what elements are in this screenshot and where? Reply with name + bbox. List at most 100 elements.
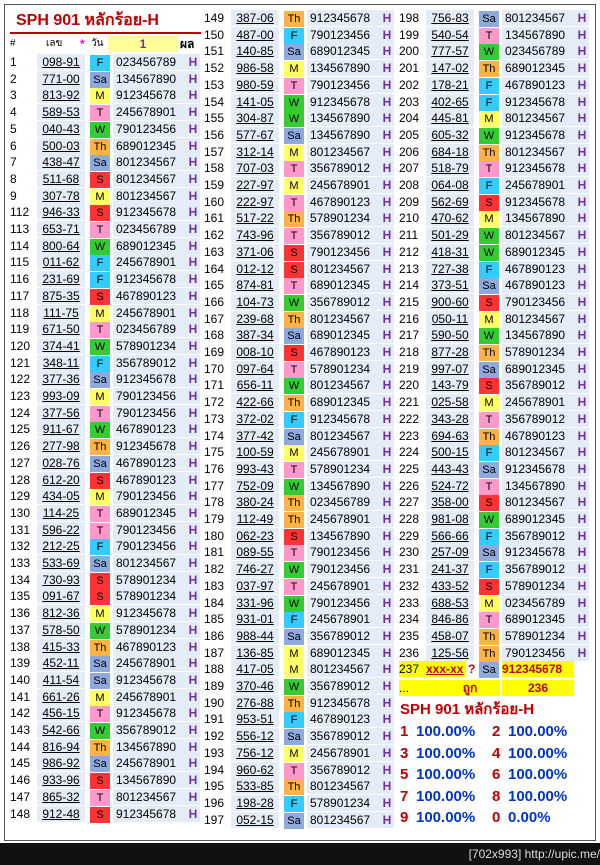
day: W [90,422,110,439]
result: H [575,611,589,628]
day: M [90,88,110,105]
result: H [380,444,394,461]
summary-digit: 9 [400,809,409,827]
code: 500-15 [426,444,474,461]
day: M [90,188,110,205]
row-number: 148 [10,806,31,821]
result: H [380,511,394,527]
code: 756-12 [231,744,279,761]
day: S [479,194,499,211]
digits: 790123456 [307,243,382,260]
day: T [90,706,110,723]
row-number: 237 [399,661,425,678]
code: 993-43 [231,460,279,477]
result: H [186,388,200,404]
day: T [284,194,304,211]
result: H [186,354,200,371]
row-number: 197 [204,812,225,827]
day: T [90,789,110,806]
code: 590-50 [426,327,474,344]
row-number: 129 [10,489,31,504]
code: 487-00 [231,26,279,43]
digits: 912345678 [502,544,577,561]
digits: 245678901 [113,655,188,672]
result: H [186,287,200,304]
code: 372-02 [231,410,279,427]
digits: 578901234 [307,460,382,477]
day: T [90,105,110,122]
code: 443-43 [426,460,474,477]
row-number: 149 [204,11,225,25]
digits: 801234567 [307,811,382,828]
row-number: 215 [399,294,420,309]
summary-title: SPH 901 หลักร้อย-H [400,701,535,719]
result: H [186,521,200,538]
digits: 801234567 [307,377,382,394]
code: 931-01 [231,611,279,628]
day: Th [479,345,499,361]
code: 402-65 [426,93,474,110]
row-number: 184 [204,595,225,610]
code: 114-25 [37,504,85,521]
row-number: 118 [10,305,30,320]
digits: 790123456 [113,538,188,555]
result: H [575,410,589,427]
digits: 356789012 [113,722,188,738]
row-number: 177 [204,478,225,493]
result: H [186,488,200,505]
digits: 356789012 [307,160,382,177]
digits: 801234567 [307,143,382,160]
code: 812-36 [37,605,85,622]
digits: 790123456 [502,293,577,310]
row-number: 213 [399,261,420,276]
digits: 245678901 [307,744,382,761]
day: W [284,595,304,612]
digits: 912345678 [113,371,188,388]
code: 141-05 [231,93,279,110]
row-number: 7 [10,155,17,170]
row-number: 203 [399,94,420,109]
result: H [380,744,394,761]
digits: 801234567 [113,154,188,171]
digits: 467890123 [113,638,188,655]
result: H [186,588,200,605]
result: H [186,304,200,321]
day: Sa [284,729,304,746]
mark: ? [468,662,476,677]
code: 730-93 [37,571,85,588]
day: W [479,244,499,261]
day: Sa [479,545,499,562]
tally-label: ถูก [440,680,500,696]
day: T [284,161,304,178]
row-number: 180 [204,528,225,543]
row-number: 152 [204,61,225,76]
code: 415-33 [37,638,85,655]
code: 377-56 [37,404,85,421]
digits: 467890123 [307,711,382,728]
result: H [575,160,589,177]
row-number: 219 [399,361,420,376]
digits: 245678901 [113,254,188,271]
code: 422-66 [231,394,279,411]
day: S [479,578,499,595]
result: H [186,221,200,237]
row-number: 181 [204,545,225,560]
digits: 245678901 [307,511,382,527]
day: Sa [284,328,304,345]
result: H [186,755,200,772]
row-number: 199 [399,27,420,42]
row-number: 163 [204,244,225,259]
result: H [186,204,200,221]
digits: 912345678 [307,10,382,26]
day: Sa [90,672,110,689]
digits: 356789012 [502,377,577,394]
row-number: 207 [399,161,420,176]
digits: 467890123 [113,421,188,438]
day: M [284,445,304,462]
code: 434-05 [37,488,85,505]
code: 605-32 [426,126,474,143]
summary-percent: 100.00% [416,787,476,805]
summary-percent: 100.00% [416,766,476,784]
code: 578-50 [37,621,85,638]
row-number: 194 [204,762,225,777]
